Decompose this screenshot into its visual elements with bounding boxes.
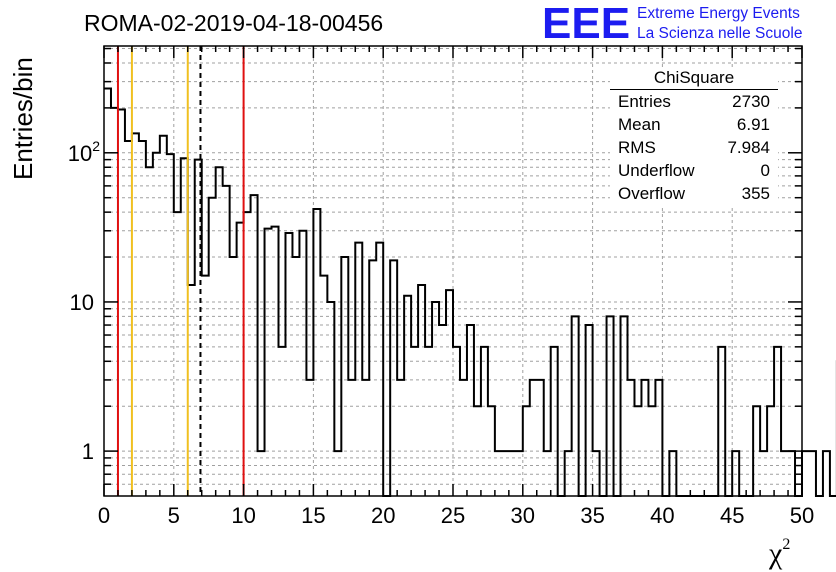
x-tick-label: 50 [790,503,814,528]
stats-row-mean: Mean 6.91 [618,115,770,138]
x-tick-label: 40 [650,503,674,528]
stats-key: Overflow [618,184,686,203]
eee-logo-mark: EEE [542,0,631,48]
histogram-series [104,87,836,497]
stats-key: Mean [618,115,661,134]
y-tick-label: 102 [68,138,100,166]
stats-value: 2730 [732,92,770,111]
x-tick-label: 5 [168,503,180,528]
stats-value: 6.91 [736,115,770,134]
stats-box: ChiSquare Entries 2730 Mean 6.91 RMS 7.9… [610,67,778,207]
x-axis-label-base: χ [769,537,783,570]
x-tick-label: 20 [371,503,395,528]
y-tick-label: 10 [70,290,94,315]
stats-key: Underflow [618,161,695,180]
stats-value: 355 [741,184,770,203]
stats-value: 7.984 [727,138,770,157]
x-axis-label: χ2 [769,536,790,571]
stats-row-entries: Entries 2730 [618,92,770,115]
y-axis-label: Entries/bin [8,57,38,180]
x-tick-label: 10 [231,503,255,528]
x-tick-label: 45 [720,503,744,528]
x-axis-label-exponent: 2 [782,536,791,553]
stats-row-underflow: Underflow 0 [618,161,770,184]
logo-subtitle-1: Extreme Energy Events [637,5,800,22]
stats-row-overflow: Overflow 355 [618,184,770,207]
stats-value: 0 [760,161,770,180]
x-tick-label: 15 [301,503,325,528]
x-tick-label: 0 [98,503,110,528]
stats-key: RMS [618,138,656,157]
x-tick-label: 30 [511,503,535,528]
chart-title: ROMA-02-2019-04-18-00456 [84,10,384,36]
stats-divider [610,89,778,90]
logo-subtitle-2: La Scienza nelle Scuole [637,25,803,42]
stats-row-rms: RMS 7.984 [618,138,770,161]
stats-title: ChiSquare [653,68,735,87]
x-tick-label: 35 [580,503,604,528]
x-tick-label: 25 [441,503,465,528]
y-tick-label: 1 [82,439,94,464]
stats-key: Entries [618,92,671,111]
